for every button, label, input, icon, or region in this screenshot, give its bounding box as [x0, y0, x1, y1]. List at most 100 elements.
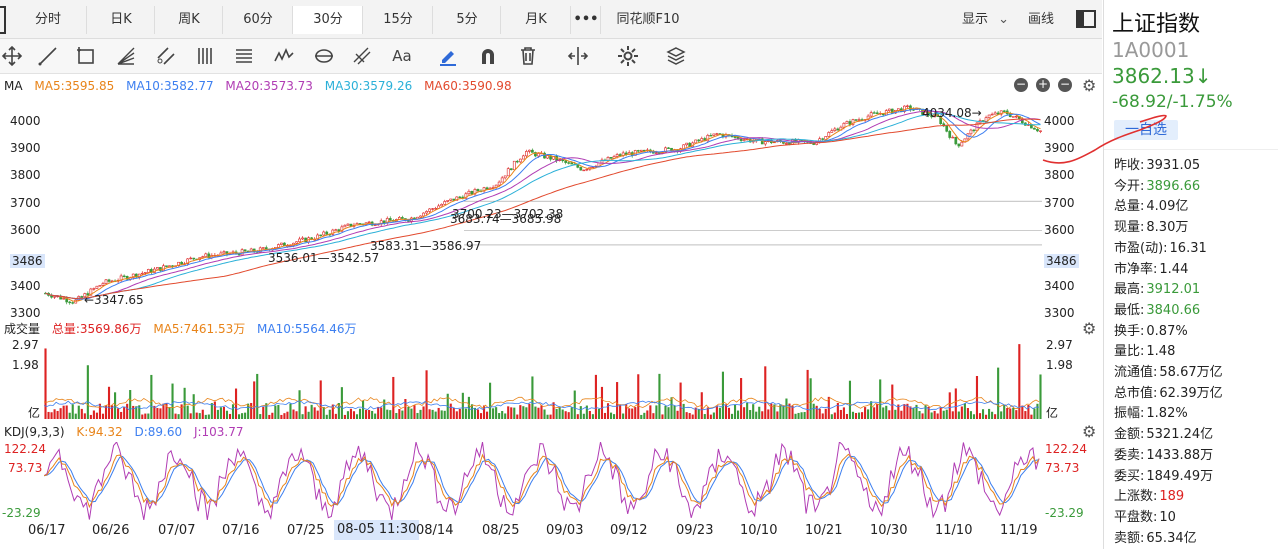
channel-tool-icon[interactable]	[154, 44, 178, 68]
collapse-left-icon[interactable]	[0, 6, 6, 34]
gear-icon[interactable]: ⚙	[1082, 422, 1097, 441]
stat-label: 市净率:	[1114, 261, 1158, 277]
gear-icon[interactable]: ⚙	[1082, 319, 1097, 338]
layout-toggle-icon[interactable]	[1076, 10, 1096, 28]
kdj-axis-bottom: -23.29	[2, 506, 41, 520]
price-tick-label: 3300	[10, 306, 41, 320]
stat-row: 市净率: 1.44	[1114, 258, 1188, 277]
time-tick-label: 09/12	[610, 523, 648, 538]
divider	[1104, 149, 1278, 150]
stat-value: 62.39万亿	[1159, 385, 1223, 401]
stat-label: 最低:	[1114, 302, 1145, 318]
time-tick-label: 07/25	[287, 523, 325, 538]
stat-label: 金额:	[1114, 427, 1145, 443]
high-annotation: 4034.08→	[922, 106, 982, 120]
volume-axis-mid: 1.98	[12, 358, 39, 372]
ma20-value: MA20:3573.73	[225, 79, 313, 93]
time-tick-label: 10/10	[740, 523, 778, 538]
chevron-down-icon: ⌄	[998, 12, 1010, 27]
stock-price: 3862.13↓	[1112, 64, 1212, 88]
highlighter-icon[interactable]	[436, 44, 460, 68]
price-tick-label: 3700	[1044, 196, 1075, 210]
tab-timeshare[interactable]: 分时	[34, 12, 61, 27]
draw-line-button[interactable]: 画线	[1028, 12, 1055, 27]
tab-day-k[interactable]: 日K	[86, 6, 155, 34]
stat-label: 最高:	[1114, 282, 1145, 298]
tab-f10[interactable]: 同花顺F10	[600, 6, 695, 34]
text-tool-icon[interactable]: Aa	[392, 47, 412, 65]
gap-annotation-1: 3536.01—3542.57	[268, 251, 380, 265]
wave-tool-icon[interactable]	[272, 44, 296, 68]
stat-row: 量比: 1.48	[1114, 340, 1175, 359]
gear-icon[interactable]	[616, 44, 640, 68]
ma-legend: MA MA5:3595.85 MA10:3582.77 MA20:3573.73…	[4, 76, 520, 96]
quote-panel: 上证指数 1A0001 3862.13↓ -68.92/-1.75% 一自选 昨…	[1103, 0, 1278, 549]
volume-axis-top-right: 2.97	[1046, 338, 1073, 352]
kdj-chart[interactable]	[44, 442, 1042, 520]
collapse-panel-icon[interactable]: −	[1058, 77, 1072, 92]
stat-value: 1849.49万	[1146, 468, 1214, 484]
stat-row: 总市值: 62.39万亿	[1114, 382, 1223, 401]
zoom-out-icon[interactable]: −	[1014, 77, 1028, 92]
kdj-axis-mid-right: 73.73	[1045, 461, 1080, 475]
price-chart[interactable]	[44, 96, 1042, 318]
gear-icon[interactable]: ⚙	[1082, 76, 1097, 95]
stat-label: 昨收:	[1114, 158, 1145, 173]
line-segment-icon[interactable]	[36, 44, 60, 68]
stock-name: 上证指数	[1112, 12, 1201, 37]
stat-value: 5321.24亿	[1146, 427, 1214, 443]
vertical-lines-icon[interactable]	[194, 44, 218, 68]
fan-lines-icon[interactable]	[114, 44, 138, 68]
stat-label: 振幅:	[1114, 406, 1145, 422]
stat-label: 量比:	[1114, 344, 1145, 360]
tab-month-k[interactable]: 月K	[500, 6, 571, 34]
tab-week-k[interactable]: 周K	[154, 6, 223, 34]
display-menu[interactable]: 显示 ⌄	[962, 6, 1009, 34]
tab-60min[interactable]: 60分	[222, 6, 293, 34]
tab-30min[interactable]: 30分	[292, 6, 363, 34]
crosshair-icon[interactable]	[0, 44, 24, 68]
tab-5min[interactable]: 5分	[432, 6, 501, 34]
kdj-legend: KDJ(9,3,3) K:94.32 D:89.60 J:103.77	[4, 422, 252, 442]
stat-value: 1.48	[1146, 344, 1176, 360]
stat-row: 上涨数: 189	[1114, 485, 1184, 504]
stat-label: 今开:	[1114, 178, 1145, 194]
ma5-value: MA5:3595.85	[34, 79, 115, 93]
time-tick-label: 08/14	[416, 523, 454, 538]
stat-label: 卖额:	[1114, 530, 1145, 546]
stat-row: 振幅: 1.82%	[1114, 402, 1188, 421]
time-tick-label: 08-05 11:30	[334, 520, 420, 540]
volume-axis-unit: 亿	[28, 406, 41, 420]
layers-icon[interactable]	[664, 44, 688, 68]
fibonacci-tool-icon[interactable]	[350, 44, 374, 68]
time-tick-label: 11/19	[1000, 523, 1038, 538]
rectangle-tool-icon[interactable]	[74, 44, 98, 68]
stat-row: 平盘数: 10	[1114, 506, 1176, 525]
stat-label: 市盈(动):	[1114, 240, 1168, 256]
zoom-in-icon[interactable]: +	[1036, 77, 1050, 92]
volume-chart[interactable]	[44, 339, 1042, 419]
time-tick-label: 07/07	[158, 523, 196, 538]
cycle-tool-icon[interactable]	[312, 44, 336, 68]
price-tick-label: 3600	[1044, 223, 1075, 237]
stat-value: 65.34亿	[1146, 530, 1197, 546]
stat-label: 委买:	[1114, 468, 1145, 484]
hand-drawn-mark	[1042, 114, 1167, 164]
stat-label: 上涨数:	[1114, 489, 1158, 505]
more-tabs-button[interactable]: •••	[570, 6, 601, 34]
volume-total: 总量:3569.86万	[51, 322, 142, 336]
stat-row: 金额: 5321.24亿	[1114, 423, 1213, 442]
tab-15min[interactable]: 15分	[362, 6, 433, 34]
stat-value: 3912.01	[1146, 282, 1201, 298]
add-to-watchlist-button[interactable]: 一自选	[1114, 120, 1178, 140]
horizontal-lines-icon[interactable]	[232, 44, 256, 68]
split-icon[interactable]	[566, 44, 590, 68]
volume-title: 成交量	[4, 322, 41, 336]
magnet-icon[interactable]	[476, 44, 500, 68]
time-tick-label: 06/17	[28, 523, 66, 538]
price-tick-label: 4000	[1044, 114, 1075, 128]
trash-icon[interactable]	[516, 44, 540, 68]
kdj-title: KDJ(9,3,3)	[4, 425, 65, 439]
stat-value: 3931.05	[1146, 158, 1201, 173]
volume-legend: 成交量 总量:3569.86万 MA5:7461.53万 MA10:5564.4…	[4, 319, 365, 339]
